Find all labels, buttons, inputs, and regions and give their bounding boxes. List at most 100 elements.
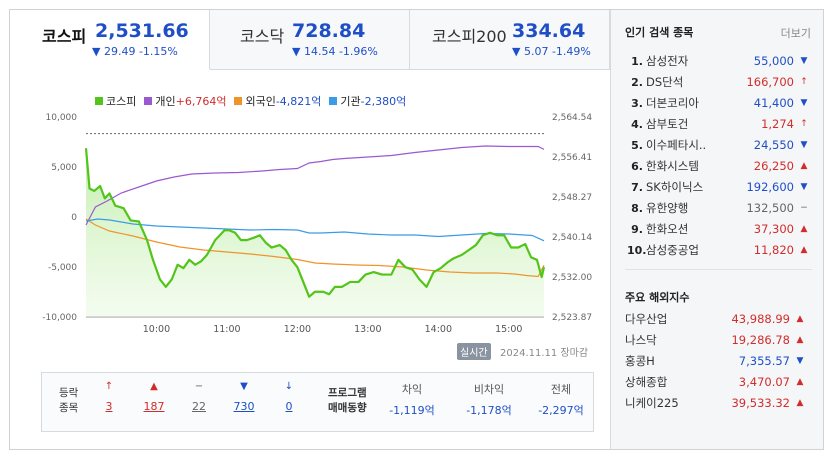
x-axis-tick: 14:00 xyxy=(425,324,452,335)
overseas-index-row[interactable]: 나스닥 19,286.78 ▲ xyxy=(625,330,812,350)
popular-stock-row[interactable]: 1. 삼성전자 55,000 ▼ xyxy=(627,51,812,71)
series-line-kospi xyxy=(84,148,546,298)
breadth-value: 0 xyxy=(285,400,293,413)
breadth-fall[interactable]: ▼ 730 xyxy=(224,379,264,413)
triangle-down-icon: ▼ xyxy=(240,381,248,392)
overseas-index-row[interactable]: 상해종합 3,470.07 ▲ xyxy=(625,372,812,392)
change-arrow-icon: ▲ xyxy=(796,314,804,324)
program-value: -1,178억 xyxy=(466,404,512,417)
index-name[interactable]: 나스닥 xyxy=(625,333,657,347)
legend-item-individual[interactable]: 개인 +6,764억 xyxy=(144,93,226,109)
stock-price: 132,500 xyxy=(746,201,794,215)
stock-name[interactable]: DS단석 xyxy=(646,75,684,89)
stock-price: 11,820 xyxy=(753,243,794,257)
breadth-lower-limit[interactable]: ↓ 0 xyxy=(269,379,309,413)
rank: 9. xyxy=(631,222,643,236)
rank: 3. xyxy=(631,96,643,110)
legend-item-institution[interactable]: 기관 -2,380억 xyxy=(329,93,406,109)
divider xyxy=(625,269,812,270)
stock-name[interactable]: 삼성중공업 xyxy=(646,243,699,257)
tab-value: 334.64 xyxy=(512,20,586,42)
popular-stock-row[interactable]: 6. 한화시스템 26,250 ▲ xyxy=(627,156,812,176)
timestamp: 2024.11.11 장마감 xyxy=(500,348,589,359)
legend-item-kospi[interactable]: 코스피 xyxy=(95,93,136,109)
left-axis-tick: 10,000 xyxy=(46,113,78,123)
change-arrow-icon: ▲ xyxy=(796,335,804,345)
program-head: 비차익 xyxy=(473,383,505,396)
x-axis-tick: 10:00 xyxy=(143,324,170,335)
legend-label: 기관 xyxy=(340,95,361,108)
legend-item-foreign[interactable]: 외국인 -4,821억 xyxy=(234,93,321,109)
popular-stock-row[interactable]: 9. 한화오션 37,300 ▲ xyxy=(627,219,812,239)
left-axis-tick: -10,000 xyxy=(42,313,77,323)
left-axis-tick: 0 xyxy=(71,213,77,223)
kospi-area xyxy=(86,148,544,317)
stock-price: 24,550 xyxy=(753,138,794,152)
series-line-institution xyxy=(85,218,545,242)
breadth-value: 730 xyxy=(233,400,255,413)
rank: 8. xyxy=(631,201,643,215)
legend-value: -2,380억 xyxy=(360,95,407,108)
overseas-index-row[interactable]: 다우산업 43,988.99 ▲ xyxy=(625,309,812,329)
stock-price: 55,000 xyxy=(753,54,794,68)
change-arrow-icon: − xyxy=(800,203,808,213)
stock-name[interactable]: 한화오션 xyxy=(646,222,689,236)
tab-name: 코스피200 xyxy=(432,27,507,46)
stock-name[interactable]: SK하이닉스 xyxy=(646,180,704,194)
tab-change: ▼ 29.49 -1.15% xyxy=(92,45,178,58)
tab-kospi200[interactable]: 코스피200 334.64 ▼ 5.07 -1.49% xyxy=(410,10,610,70)
tab-kosdaq[interactable]: 코스닥 728.84 ▼ 14.54 -1.96% xyxy=(210,10,410,70)
legend-swatch xyxy=(95,97,103,105)
more-link[interactable]: 더보기 xyxy=(780,27,811,40)
program-head: 전체 xyxy=(550,383,572,396)
right-axis-tick: 2,540.14 xyxy=(552,233,592,243)
x-axis-tick: 15:00 xyxy=(495,324,522,335)
overseas-index-row[interactable]: 니케이225 39,533.32 ▲ xyxy=(625,393,812,413)
change-arrow-icon: ▼ xyxy=(800,182,808,192)
stock-name[interactable]: 한화시스템 xyxy=(646,159,699,173)
breadth-value: 3 xyxy=(105,400,113,413)
popular-stock-row[interactable]: 4. 삼부토건 1,274 ↑ xyxy=(627,114,812,134)
index-name[interactable]: 니케이225 xyxy=(625,396,679,410)
change-arrow-icon: ↑ xyxy=(800,119,808,129)
market-stats: 등락 종목 ↑ 3 ▲ 187 − 22 ▼ 730 ↓ 0 프로그램 매매동향… xyxy=(41,372,594,432)
program-arbitrage: 차익 -1,119억 xyxy=(377,381,447,418)
popular-stock-row[interactable]: 7. SK하이닉스 192,600 ▼ xyxy=(627,177,812,197)
breadth-flat[interactable]: − 22 xyxy=(179,379,219,413)
breadth-rise[interactable]: ▲ 187 xyxy=(134,379,174,413)
popular-stock-row[interactable]: 8. 유한양행 132,500− xyxy=(627,198,812,218)
index-name[interactable]: 다우산업 xyxy=(625,312,668,326)
program-value: -2,297억 xyxy=(538,404,584,417)
breadth-label: 등락 종목 xyxy=(59,387,79,414)
legend-label: 개인 xyxy=(155,95,176,108)
popular-stock-row[interactable]: 2. DS단석 166,700 ↑ xyxy=(627,72,812,92)
overseas-index-row[interactable]: 홍콩H 7,355.57 ▼ xyxy=(625,351,812,371)
program-head: 차익 xyxy=(401,383,423,396)
popular-stock-row[interactable]: 10. 삼성중공업 11,820 ▲ xyxy=(627,240,812,260)
series-line-individual xyxy=(85,145,545,226)
program-non-arbitrage: 비차익 -1,178억 xyxy=(454,381,524,418)
right-axis-tick: 2,556.41 xyxy=(552,153,592,163)
index-value: 3,470.07 xyxy=(738,375,790,389)
tab-kospi[interactable]: 코스피 2,531.66 ▼ 29.49 -1.15% xyxy=(10,10,210,70)
stock-name[interactable]: 삼부토건 xyxy=(646,117,689,131)
stock-name[interactable]: 더본코리아 xyxy=(646,96,699,110)
stock-name[interactable]: 유한양행 xyxy=(646,201,689,215)
rank: 4. xyxy=(631,117,643,131)
stock-price: 1,274 xyxy=(761,117,794,131)
breadth-upper-limit[interactable]: ↑ 3 xyxy=(89,379,129,413)
right-axis-tick: 2,532.00 xyxy=(552,273,592,283)
index-name[interactable]: 상해종합 xyxy=(625,375,668,389)
tab-change: ▼ 5.07 -1.49% xyxy=(512,45,591,58)
breadth-value: 187 xyxy=(143,400,165,413)
stock-name[interactable]: 이수페타시.. xyxy=(646,138,707,152)
legend-value: -4,821억 xyxy=(275,95,322,108)
index-value: 39,533.32 xyxy=(731,396,790,410)
popular-stock-row[interactable]: 3. 더본코리아 41,400 ▼ xyxy=(627,93,812,113)
popular-stock-row[interactable]: 5. 이수페타시.. 24,550 ▼ xyxy=(627,135,812,155)
rank: 10. xyxy=(627,243,647,257)
index-name[interactable]: 홍콩H xyxy=(625,354,655,368)
chart-legend: 코스피 개인 +6,764억 외국인 -4,821억 기관 -2,380억 xyxy=(95,93,414,109)
stock-price: 41,400 xyxy=(753,96,794,110)
stock-name[interactable]: 삼성전자 xyxy=(646,54,689,68)
